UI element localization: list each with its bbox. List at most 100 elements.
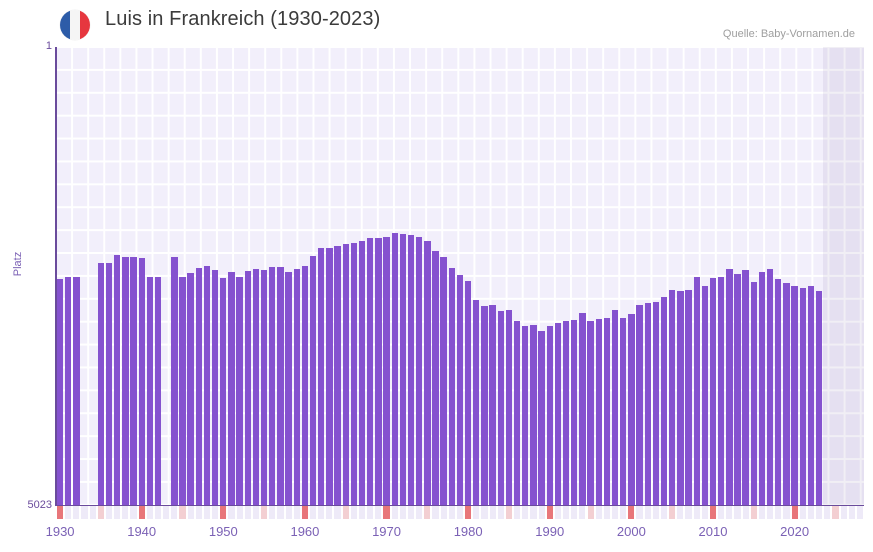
x-tick-label-1930: 1930: [45, 524, 75, 539]
bar-2014: [742, 270, 749, 505]
x-tick-cell-1997: [603, 506, 610, 519]
x-tick-cell-1996: [595, 506, 602, 519]
bar-1954: [252, 268, 260, 505]
x-tick-cell-1992: [563, 506, 570, 519]
x-tick-label-1970: 1970: [372, 524, 401, 539]
x-tick-cell-1947: [195, 506, 202, 519]
bar-2013: [734, 274, 741, 505]
bar-1932: [73, 276, 80, 505]
bar-2008: [693, 276, 700, 505]
bar-1951: [228, 272, 235, 505]
bar-2015: [750, 282, 757, 505]
bar-1956: [269, 266, 276, 505]
x-tick-cell-1960: [301, 506, 308, 519]
x-tick-cell-2009: [701, 506, 708, 519]
x-tick-cell-1981: [473, 506, 480, 519]
bar-1971: [391, 232, 398, 505]
x-tick-cell-2015: [750, 506, 757, 519]
x-tick-cell-1948: [203, 506, 211, 519]
bar-1989: [538, 330, 545, 505]
x-tick-cell-1994: [579, 506, 586, 519]
bar-1959: [293, 269, 300, 505]
y-axis-title: Platz: [12, 251, 24, 277]
bar-1995: [587, 320, 594, 505]
bar-1978: [448, 267, 455, 505]
x-tick-cell-2025: [832, 506, 839, 519]
x-tick-cell-1984: [497, 506, 504, 519]
x-tick-cell-2007: [685, 506, 692, 519]
bar-1931: [65, 276, 72, 505]
bar-2011: [717, 276, 725, 505]
x-tick-cell-2002: [644, 506, 651, 519]
x-tick-cell-1974: [416, 506, 423, 519]
x-axis-tick-strip: [56, 506, 864, 519]
bar-1973: [407, 234, 415, 505]
bar-1983: [489, 305, 496, 505]
x-tick-cell-2017: [767, 506, 774, 519]
x-tick-cell-2012: [726, 506, 733, 519]
bar-1975: [424, 241, 431, 505]
x-tick-cell-2005: [669, 506, 676, 519]
x-tick-cell-1950: [220, 506, 227, 519]
x-tick-cell-2022: [807, 506, 815, 519]
x-tick-cell-1972: [399, 506, 406, 519]
x-tick-cell-1951: [228, 506, 235, 519]
x-tick-cell-1977: [440, 506, 447, 519]
x-tick-cell-2000: [628, 506, 635, 519]
bar-1941: [146, 276, 154, 505]
bar-1937: [114, 254, 121, 505]
bar-1948: [203, 265, 211, 505]
bar-2018: [775, 279, 782, 505]
x-tick-cell-1953: [244, 506, 251, 519]
x-tick-cell-1958: [285, 506, 292, 519]
bar-1952: [236, 276, 243, 505]
x-tick-cell-1944: [171, 506, 178, 519]
bar-1950: [220, 277, 227, 505]
bar-1946: [187, 273, 194, 505]
bar-1967: [358, 241, 366, 505]
bar-1981: [473, 299, 480, 505]
x-tick-cell-1988: [530, 506, 537, 519]
bar-1930: [56, 279, 64, 505]
bar-1964: [334, 245, 341, 505]
bar-1977: [440, 256, 447, 505]
x-tick-cell-1946: [187, 506, 194, 519]
x-tick-cell-1979: [456, 506, 464, 519]
future-shaded-region: [823, 47, 864, 505]
x-tick-cell-1999: [620, 506, 627, 519]
bar-2004: [660, 296, 668, 505]
bar-2005: [669, 289, 676, 505]
bar-1958: [285, 272, 292, 505]
bar-2000: [628, 314, 635, 505]
bar-2002: [644, 303, 651, 505]
x-tick-cell-1983: [489, 506, 496, 519]
y-axis-tick-bottom: 5023: [27, 499, 52, 511]
bar-series: [56, 47, 864, 505]
bar-1966: [350, 243, 358, 505]
bar-1942: [154, 276, 162, 505]
x-tick-label-2000: 2000: [616, 524, 646, 539]
x-tick-cell-1971: [391, 506, 398, 519]
x-tick-cell-1980: [465, 506, 472, 519]
bar-1969: [375, 238, 382, 505]
x-tick-cell-1990: [546, 506, 553, 519]
bar-2023: [815, 291, 823, 505]
bar-2006: [677, 291, 684, 505]
x-tick-cell-1978: [448, 506, 455, 519]
bar-2021: [799, 287, 806, 505]
bar-2022: [807, 285, 815, 505]
bar-1968: [367, 237, 374, 505]
x-tick-cell-1986: [514, 506, 521, 519]
x-tick-cell-2011: [718, 506, 725, 519]
bar-1962: [318, 248, 325, 505]
bar-1976: [432, 251, 439, 505]
bar-1965: [342, 243, 349, 505]
x-tick-label-1980: 1980: [453, 524, 483, 539]
x-tick-cell-1959: [293, 506, 300, 519]
x-tick-cell-1942: [154, 506, 162, 519]
x-tick-cell-1966: [350, 506, 357, 519]
x-tick-cell-1956: [269, 506, 276, 519]
bar-1997: [603, 317, 611, 505]
x-tick-label-2010: 2010: [698, 524, 728, 539]
bar-1987: [522, 325, 529, 505]
